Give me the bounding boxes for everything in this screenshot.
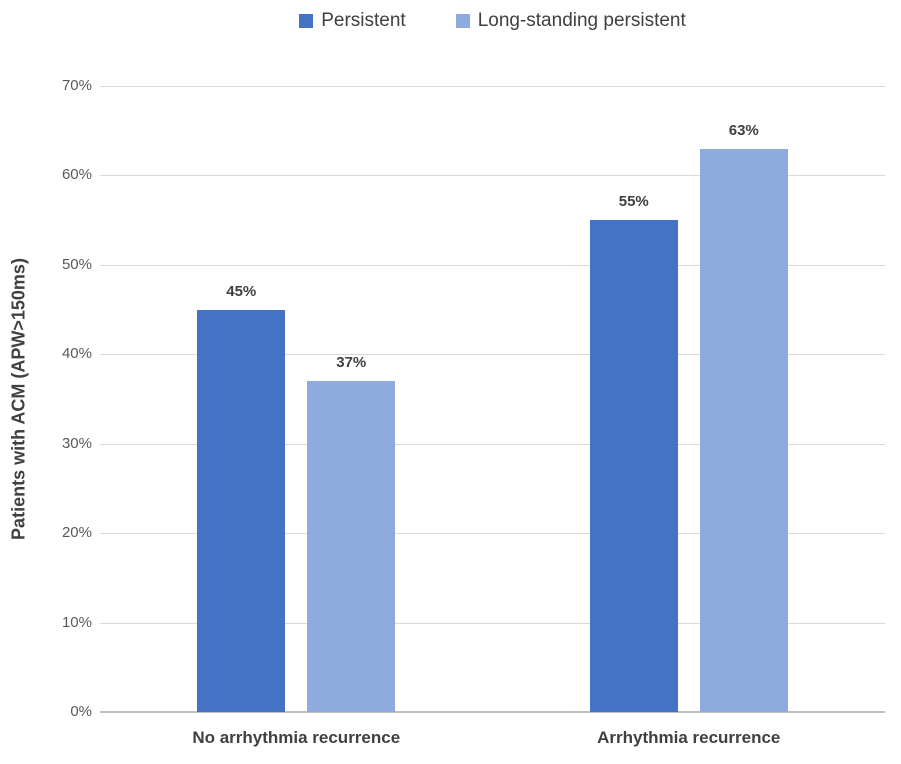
legend-swatch-icon bbox=[299, 14, 314, 28]
legend-item: Persistent bbox=[299, 10, 406, 32]
category-label: Arrhythmia recurrence bbox=[597, 728, 781, 747]
legend-label: Long-standing persistent bbox=[477, 10, 686, 31]
y-tick-label: 60% bbox=[61, 166, 92, 184]
legend: Persistent Long-standing persistent bbox=[100, 10, 885, 32]
bar-series-1-category-0: 37% bbox=[307, 354, 396, 712]
gridline bbox=[100, 86, 885, 87]
gridline bbox=[100, 443, 885, 445]
y-tick-label: 10% bbox=[61, 613, 92, 631]
data-label: 37% bbox=[336, 354, 367, 372]
category-label: No arrhythmia recurrence bbox=[192, 728, 401, 747]
bar-group: 55% 63% bbox=[589, 122, 788, 712]
y-axis-title: Patients with ACM (APW>150ms) bbox=[8, 258, 29, 540]
gridline bbox=[100, 533, 885, 535]
y-tick-label: 20% bbox=[61, 524, 92, 542]
bar-series-0-category-0: 45% bbox=[197, 283, 286, 712]
y-tick-label: 30% bbox=[61, 434, 92, 452]
data-label: 55% bbox=[618, 193, 649, 211]
y-tick-label: 70% bbox=[61, 77, 92, 94]
bar-group: 45% 37% bbox=[197, 283, 396, 712]
y-tick-label: 0% bbox=[70, 703, 92, 720]
gridline bbox=[100, 264, 885, 266]
y-tick-label: 40% bbox=[61, 345, 92, 363]
bar-series-0-category-1: 55% bbox=[589, 193, 678, 712]
legend-swatch-icon bbox=[455, 14, 470, 28]
y-tick-label: 50% bbox=[61, 255, 92, 273]
legend-label: Persistent bbox=[321, 10, 406, 31]
x-axis-line bbox=[100, 711, 885, 713]
plot-area: 45% 37% 55% 63% bbox=[100, 86, 885, 713]
data-label: 63% bbox=[728, 121, 759, 139]
data-label: 45% bbox=[226, 282, 257, 300]
gridline bbox=[100, 354, 885, 356]
gridline bbox=[100, 175, 885, 177]
bar-series-1-category-1: 63% bbox=[699, 122, 788, 712]
gridline bbox=[100, 622, 885, 624]
legend-item: Long-standing persistent bbox=[455, 10, 686, 32]
